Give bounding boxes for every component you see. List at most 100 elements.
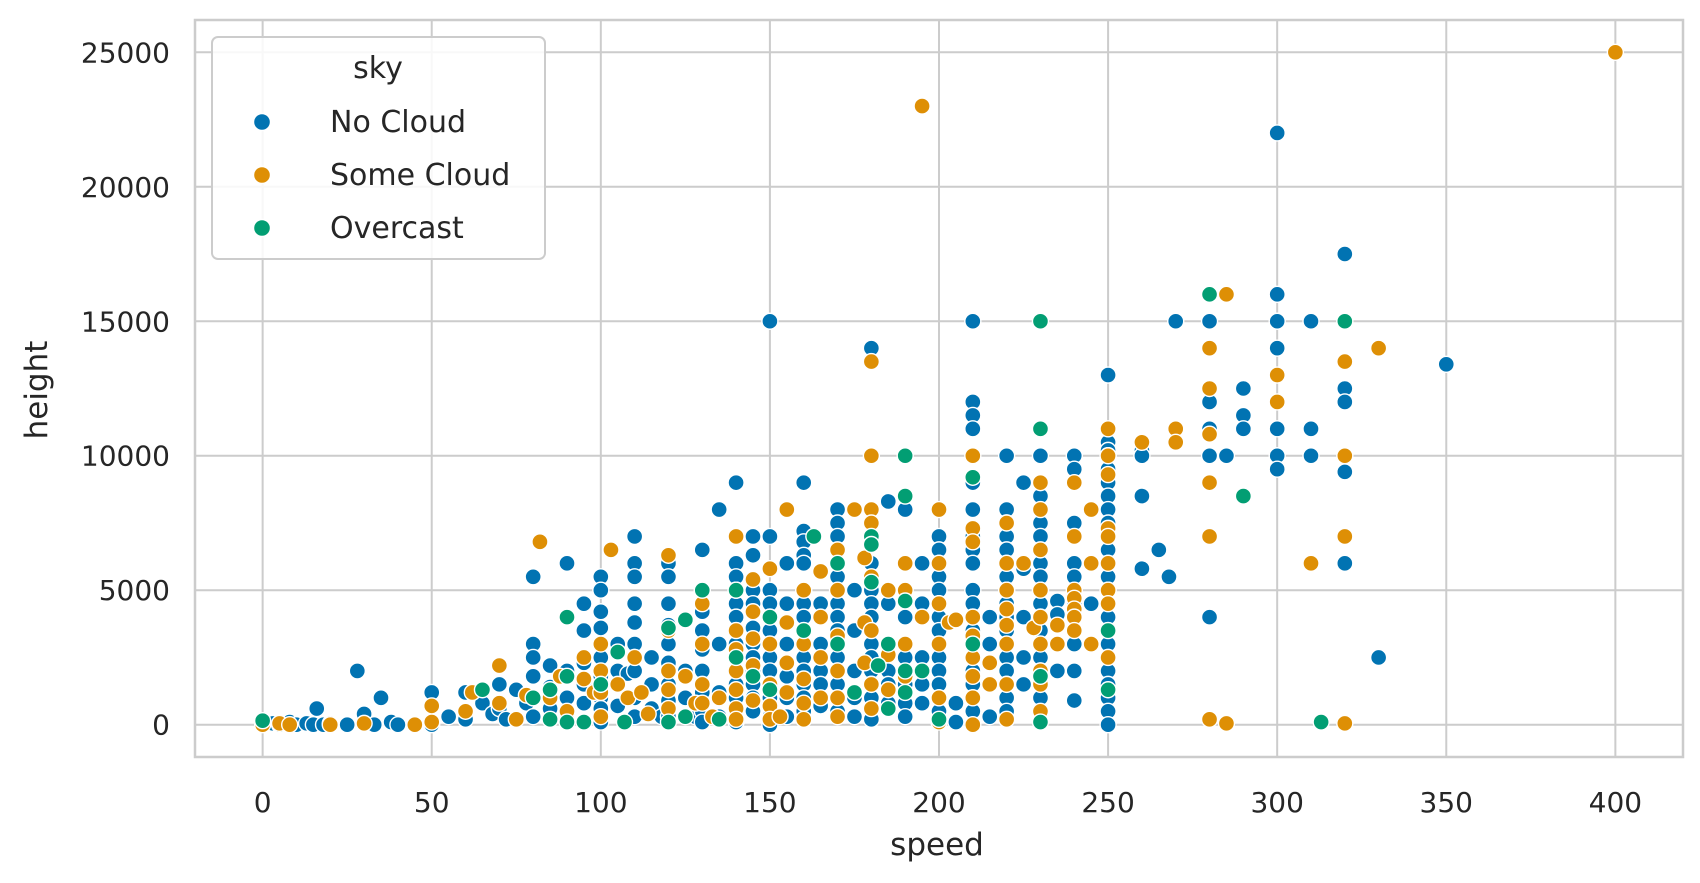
data-point-0 <box>1160 568 1178 586</box>
data-point-1 <box>913 97 931 115</box>
data-point-0 <box>1336 245 1354 263</box>
data-point-1 <box>1048 635 1067 653</box>
x-tick-label: 400 <box>1589 786 1642 819</box>
data-point-1 <box>1217 714 1236 733</box>
data-point-1 <box>1099 648 1117 667</box>
data-point-2 <box>761 681 779 699</box>
data-point-0 <box>981 707 999 726</box>
data-point-1 <box>1200 425 1219 443</box>
data-point-2 <box>727 648 745 667</box>
data-point-0 <box>964 554 982 573</box>
data-point-1 <box>997 554 1016 573</box>
data-point-1 <box>575 670 593 688</box>
y-tick-label: 20000 <box>81 171 170 204</box>
x-tick-label: 150 <box>743 786 796 819</box>
data-point-1 <box>693 635 711 653</box>
data-point-1 <box>947 611 965 629</box>
data-point-2 <box>659 619 678 637</box>
data-point-2 <box>805 527 823 546</box>
data-point-1 <box>964 689 982 707</box>
data-point-1 <box>1336 527 1354 546</box>
data-point-2 <box>828 635 847 653</box>
data-point-0 <box>490 675 509 694</box>
data-point-0 <box>727 473 745 492</box>
data-point-0 <box>1065 691 1083 710</box>
data-point-1 <box>1268 393 1286 411</box>
data-point-1 <box>625 648 644 667</box>
data-point-2 <box>693 581 711 599</box>
data-point-2 <box>879 635 897 653</box>
data-point-0 <box>795 473 813 492</box>
data-point-0 <box>575 621 593 640</box>
data-point-0 <box>308 699 326 718</box>
data-point-1 <box>997 514 1016 532</box>
data-point-0 <box>541 656 559 675</box>
data-point-0 <box>1014 648 1033 667</box>
data-point-1 <box>930 500 948 519</box>
data-point-1 <box>1268 366 1286 384</box>
data-point-1 <box>1099 554 1117 573</box>
data-point-2 <box>1099 681 1117 699</box>
data-point-1 <box>828 707 847 726</box>
data-point-1 <box>761 560 779 578</box>
data-point-0 <box>1200 608 1219 626</box>
data-point-1 <box>771 707 789 726</box>
legend-label: No Cloud <box>330 105 466 140</box>
y-axis-ticks: 0 5000 10000 15000 20000 25000 <box>81 36 170 741</box>
data-point-0 <box>896 608 914 626</box>
data-point-2 <box>541 681 559 699</box>
data-point-1 <box>862 699 881 718</box>
data-point-2 <box>1031 312 1050 330</box>
data-point-1 <box>913 608 931 626</box>
legend-title: sky <box>353 51 403 86</box>
data-point-1 <box>1031 635 1050 653</box>
data-point-2 <box>744 667 762 686</box>
data-point-0 <box>659 594 678 613</box>
data-point-1 <box>997 635 1016 653</box>
data-point-0 <box>981 608 999 626</box>
data-point-0 <box>947 694 965 712</box>
data-point-0 <box>439 707 458 726</box>
data-point-2 <box>253 711 272 730</box>
data-point-0 <box>1082 594 1100 613</box>
data-point-1 <box>778 683 796 702</box>
data-point-0 <box>1437 355 1455 373</box>
data-point-2 <box>896 487 914 505</box>
data-point-0 <box>338 716 356 734</box>
data-point-0 <box>1099 366 1117 384</box>
data-point-1 <box>811 689 830 707</box>
data-point-0 <box>1133 487 1151 505</box>
data-point-1 <box>795 581 813 599</box>
data-point-0 <box>845 707 864 726</box>
data-point-0 <box>964 500 982 519</box>
data-point-0 <box>879 492 897 511</box>
data-point-0 <box>592 619 610 637</box>
data-point-2 <box>524 689 542 707</box>
data-point-1 <box>1133 433 1151 451</box>
data-point-1 <box>1082 635 1100 653</box>
data-point-1 <box>862 352 881 371</box>
grid-lines <box>195 20 1683 757</box>
data-point-0 <box>575 694 593 712</box>
data-point-2 <box>862 535 881 554</box>
data-point-1 <box>778 654 796 672</box>
data-point-0 <box>1167 312 1185 330</box>
data-point-1 <box>778 500 796 519</box>
data-point-0 <box>1369 648 1388 667</box>
data-point-1 <box>862 621 881 640</box>
data-point-0 <box>1150 541 1168 559</box>
data-point-2 <box>541 710 559 729</box>
data-point-1 <box>795 670 813 688</box>
data-point-2 <box>1099 621 1117 640</box>
data-point-1 <box>930 635 948 653</box>
data-point-1 <box>879 581 897 599</box>
x-tick-label: 350 <box>1420 786 1473 819</box>
data-point-0 <box>558 554 576 573</box>
data-point-0 <box>1302 312 1320 330</box>
data-point-1 <box>609 675 627 694</box>
y-tick-label: 15000 <box>81 305 170 338</box>
data-point-0 <box>1268 460 1286 478</box>
x-tick-label: 250 <box>1081 786 1134 819</box>
data-point-2 <box>615 713 634 731</box>
data-point-1 <box>964 667 982 686</box>
